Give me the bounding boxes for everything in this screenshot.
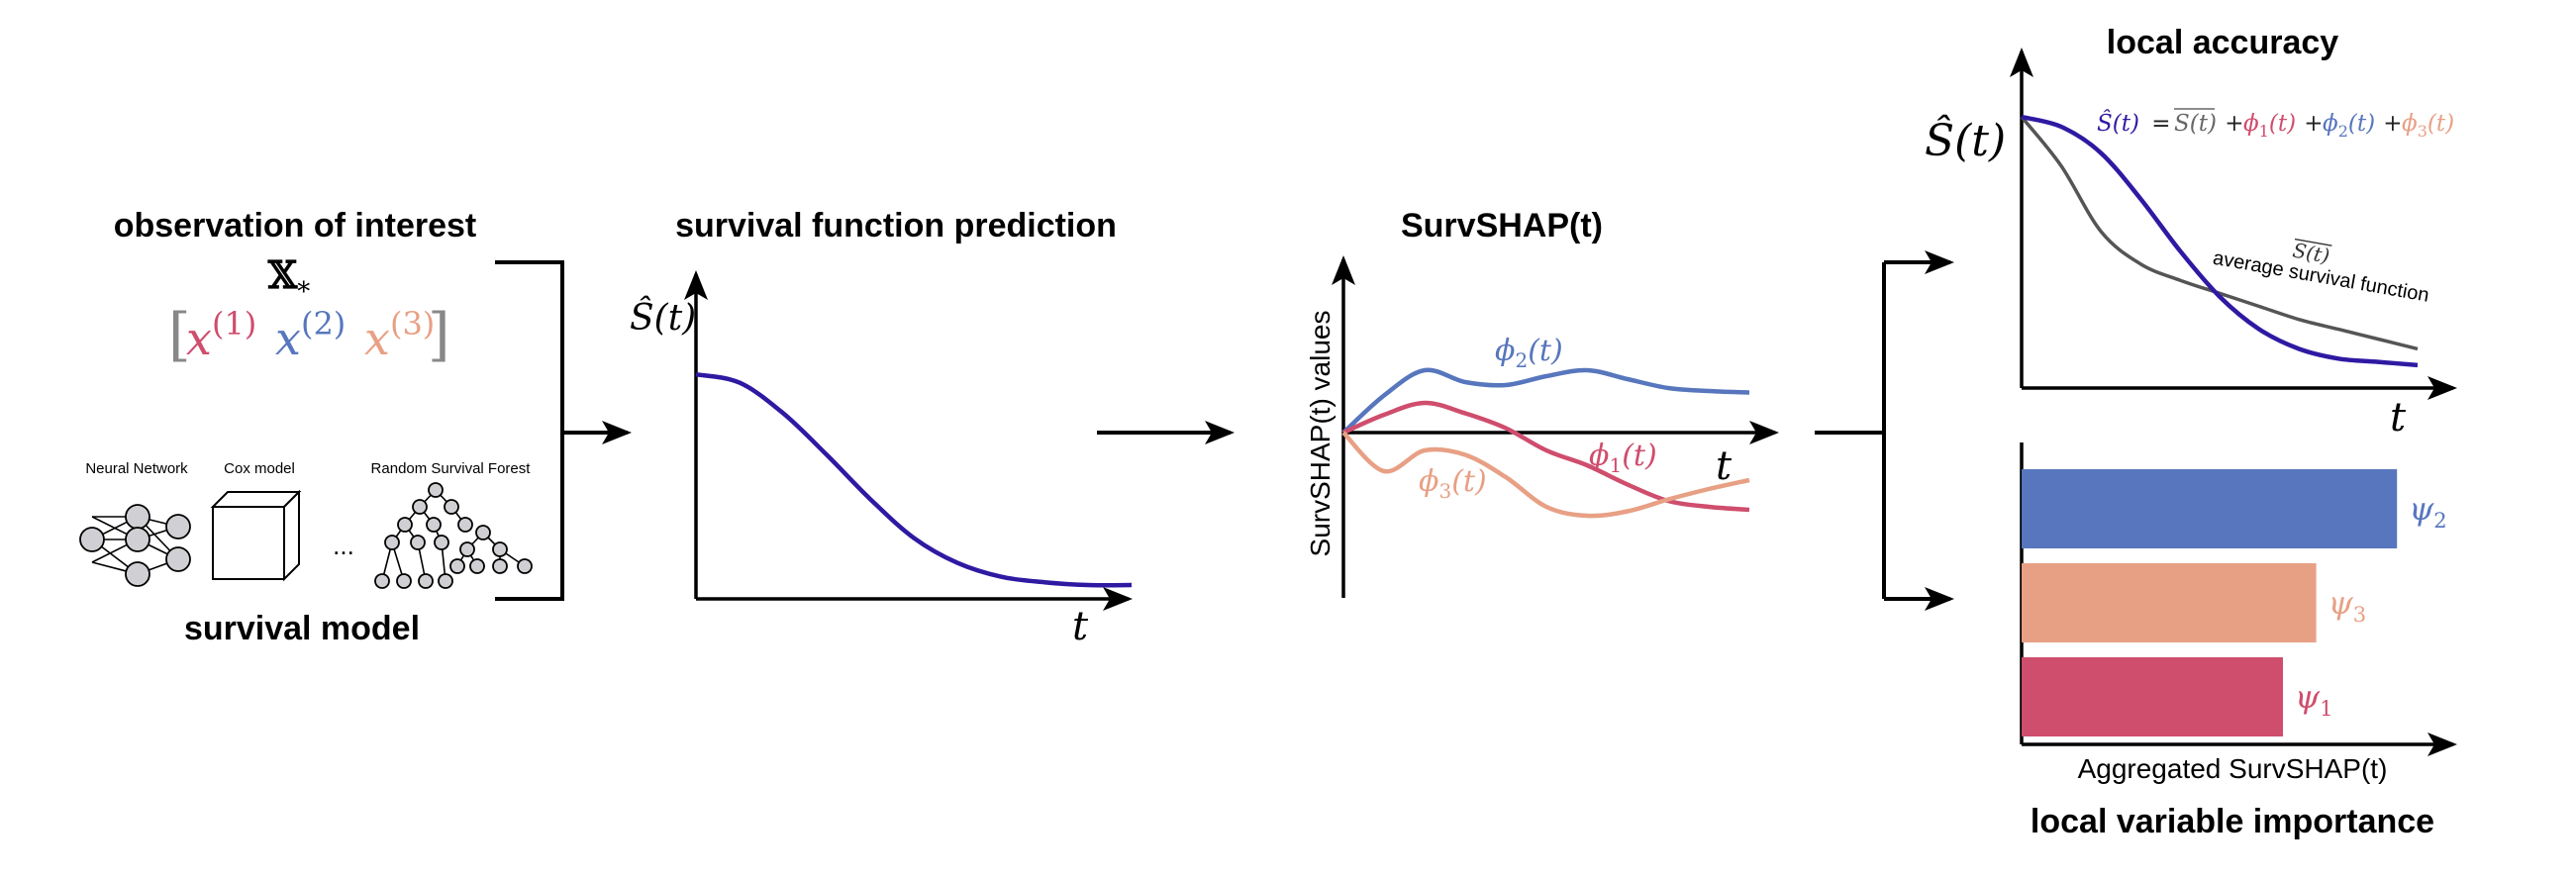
importance-label-psi3: ψ3 [2328,584,2366,627]
formula-lhs: Ŝ(t) [2097,110,2139,137]
prediction-panel: survival function prediction Ŝ(t) t [630,207,1133,649]
phi3-label: ϕ3(t) [1419,464,1487,503]
model-label-neural-network: Neural Network [85,460,188,477]
average-survival-curve [2020,116,2419,351]
phi1-label: ϕ1(t) [1589,439,1657,477]
local-accuracy-title: local accuracy [2107,24,2338,61]
cox-model-cube-icon [210,489,302,582]
importance-x-label: Aggregated SurvSHAP(t) [2078,753,2388,784]
formula-plus-3: + [2376,111,2410,137]
importance-bar-psi2 [2022,469,2398,548]
random-forest-icon [374,482,533,589]
accuracy-x-label: t [2390,395,2407,440]
feature-vector: [ x(1) x(2) x(3) ] [168,301,450,368]
importance-bar-psi3 [2022,563,2317,642]
local-accuracy-panel: local accuracy Ŝ(t) t Ŝ(t) = S(t) + ϕ1(t… [1925,24,2457,440]
observation-panel: observation of interest 𝕏* [ x(1) x(2) x… [79,207,632,647]
formula-average: S(t) [2174,111,2217,137]
feature-2: x(2) [275,305,346,365]
survshap-panel: SurvSHAP(t) SurvSHAP(t) values t ϕ2(t) ϕ… [1305,207,1779,598]
vector-open-bracket: [ [168,301,191,368]
vector-close-bracket: ] [428,301,450,368]
split-connector [1815,250,1954,611]
importance-label-psi2: ψ2 [2409,490,2446,533]
feature-1: x(1) [186,305,256,365]
phi2-curve [1341,367,1750,435]
formula-phi2: ϕ2(t) [2323,111,2375,141]
formula-phi3: ϕ3(t) [2402,111,2454,141]
local-accuracy-formula: Ŝ(t) = S(t) + ϕ1(t) + ϕ2(t) + ϕ3(t) [2097,108,2454,141]
phi3-curve [1341,431,1750,519]
survshap-title: SurvSHAP(t) [1401,207,1603,245]
importance-bars: ψ2 ψ3 ψ1 [2022,469,2447,736]
model-label-cox: Cox model [224,460,295,477]
average-survival-annotation: S(t) average survival function [2212,239,2431,307]
survshap-x-label: t [1716,443,1733,489]
formula-plus-1: + [2218,111,2251,137]
formula-phi1: ϕ1(t) [2243,111,2296,141]
formula-plus-2: + [2297,111,2330,137]
model-label-random-survival-forest: Random Survival Forest [371,460,532,477]
accuracy-y-label: Ŝ(t) [1925,114,2006,166]
survival-model-title: survival model [184,610,420,647]
prediction-x-label: t [1072,604,1089,649]
accuracy-prediction-curve [2021,114,2419,368]
observation-title: observation of interest [114,207,477,245]
prediction-y-label: Ŝ(t) [630,297,696,339]
prediction-title: survival function prediction [675,207,1117,245]
importance-bar-psi1 [2022,657,2283,736]
observation-symbol: 𝕏* [267,252,310,307]
importance-title: local variable importance [2031,803,2434,840]
formula-equals: = [2144,111,2178,137]
importance-panel: ψ2 ψ3 ψ1 Aggregated SurvSHAP(t) local vari… [2020,442,2457,840]
model-ellipsis: ... [333,531,354,560]
prediction-survival-curve [695,371,1133,588]
phi1-curve [1342,400,1750,513]
neural-network-icon [79,504,191,587]
survshap-y-label: SurvSHAP(t) values [1305,311,1336,557]
phi2-label: ϕ2(t) [1495,334,1563,372]
importance-label-psi1: ψ1 [2295,678,2332,721]
feature-3: x(3) [364,305,435,365]
